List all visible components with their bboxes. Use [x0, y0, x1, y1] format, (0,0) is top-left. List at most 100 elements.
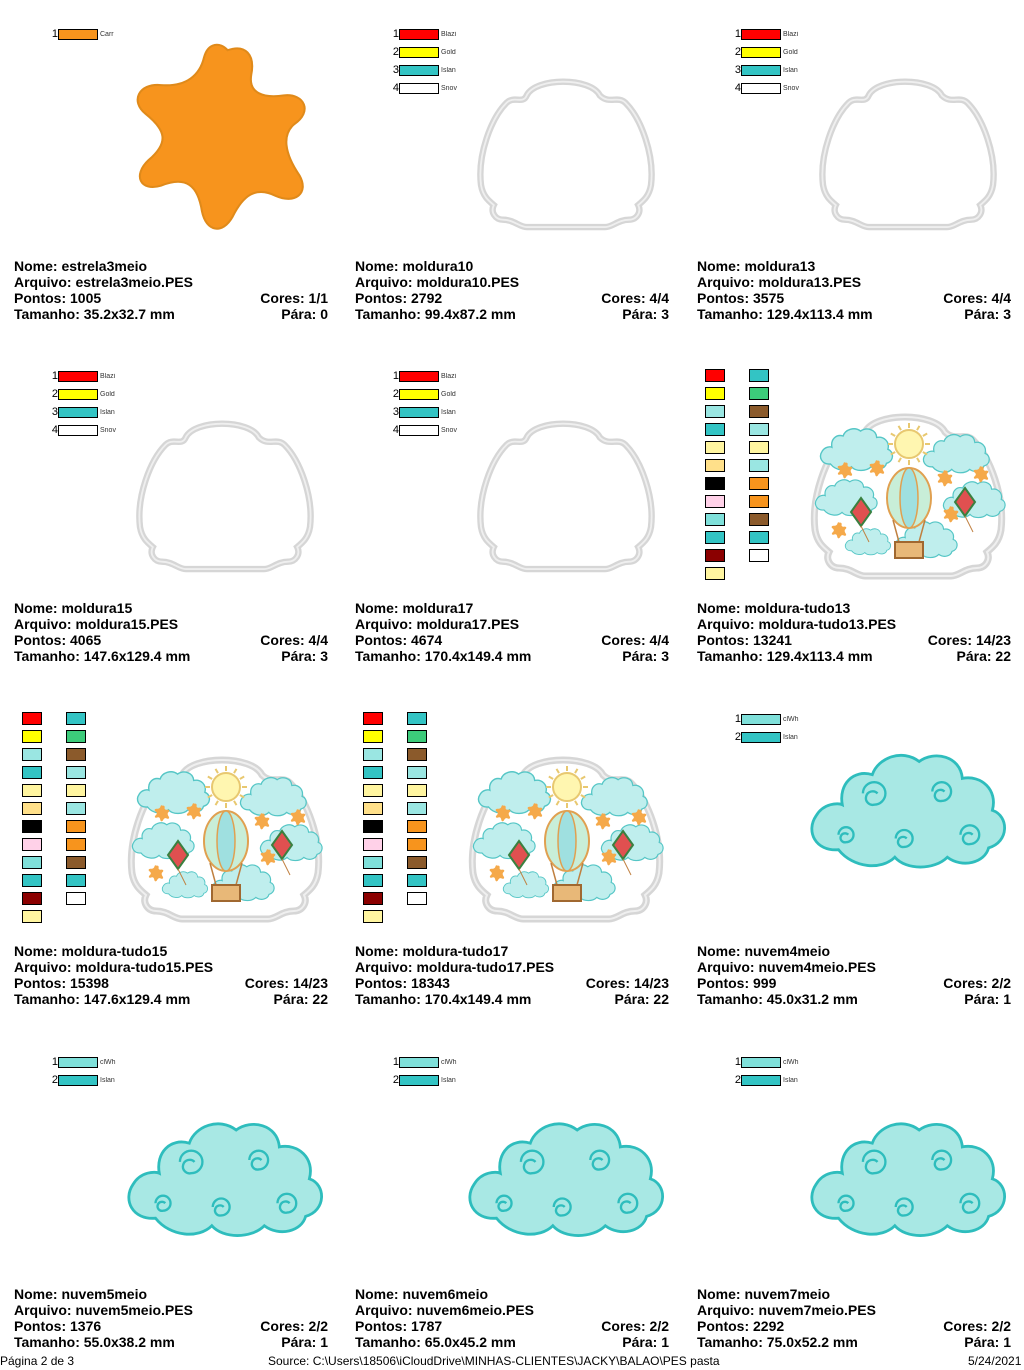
thread-color-swatch [705, 405, 725, 418]
design-size: Tamanho: 55.0x38.2 mm [14, 1334, 175, 1350]
thread-color-swatch [22, 838, 42, 851]
thread-number: 1 [392, 28, 399, 40]
thread-color-swatch [407, 748, 427, 761]
design-stitch-count: Pontos: 2292 [697, 1318, 785, 1334]
design-name-row: Nome: moldura-tudo15 [14, 943, 328, 959]
design-name-row: Nome: moldura10 [355, 258, 669, 274]
design-stops: Pára: 3 [622, 648, 669, 664]
design-file-row: Arquivo: nuvem5meio.PES [14, 1302, 328, 1318]
thread-color-swatch [705, 459, 725, 472]
thread-name: Islan [783, 733, 798, 741]
design-name-row: Nome: moldura13 [697, 258, 1011, 274]
thread-name: Islan [783, 1076, 798, 1084]
thread-color-swatch [407, 856, 427, 869]
design-file-row: Arquivo: nuvem4meio.PES [697, 959, 1011, 975]
embroidery-cloud-preview [810, 1122, 1006, 1237]
thread-color-swatch [407, 820, 427, 833]
design-card: 1 Blazi 2 Gold 3 Islan 4 Snov Nome: moldura15 Arq… [0, 342, 330, 682]
thread-name: Gold [441, 390, 456, 398]
thread-color-swatch [399, 370, 439, 382]
thread-color-row: 3 Islan [391, 406, 457, 418]
thread-color-row: 2 Gold [391, 388, 457, 400]
thread-color-swatch [399, 1074, 439, 1086]
design-size: Tamanho: 147.6x129.4 mm [14, 648, 191, 664]
design-size: Tamanho: 99.4x87.2 mm [355, 306, 516, 322]
thread-name: Carr [100, 30, 114, 38]
design-card: 1 Blazi 2 Gold 3 Islan 4 Snov Nome: moldura17 Arq… [341, 342, 671, 682]
design-name: Nome: moldura10 [355, 258, 474, 274]
design-color-count: Cores: 14/23 [585, 975, 669, 991]
thread-color-swatch [66, 856, 86, 869]
thread-color-swatch [22, 856, 42, 869]
design-points-row: Pontos: 4065 Cores: 4/4 [14, 632, 328, 648]
thread-color-swatch [22, 802, 42, 815]
thread-color-swatch [749, 477, 769, 490]
design-name-row: Nome: nuvem5meio [14, 1286, 328, 1302]
design-file: Arquivo: moldura-tudo13.PES [697, 616, 897, 632]
design-color-count: Cores: 4/4 [260, 632, 328, 648]
thread-color-row: 2 Gold [391, 46, 457, 58]
thread-color-swatch [705, 531, 725, 544]
thread-color-swatch [407, 892, 427, 905]
thread-color-row: 3 Islan [50, 406, 116, 418]
thread-color-swatch [749, 405, 769, 418]
thread-color-swatch [22, 820, 42, 833]
design-card: 1 clWh 2 Islan Nome: nuvem4meio Arquivo: nuve… [683, 685, 1013, 1025]
design-stitch-count: Pontos: 1787 [355, 1318, 443, 1334]
thread-color-swatch [363, 910, 383, 923]
footer-source: Source: C:\Users\18506\iCloudDrive\MINHA… [268, 1354, 720, 1368]
thread-color-swatch [407, 784, 427, 797]
design-color-count: Cores: 4/4 [601, 632, 669, 648]
thread-name: Gold [100, 390, 115, 398]
thread-name: Islan [441, 1076, 456, 1084]
design-size-row: Tamanho: 170.4x149.4 mm Pára: 22 [355, 991, 669, 1007]
embroidery-scene-preview [468, 756, 664, 923]
thread-color-swatch [58, 1056, 98, 1068]
design-file-row: Arquivo: moldura10.PES [355, 274, 669, 290]
thread-color-row: 1 clWh [733, 1056, 799, 1068]
design-card: 1 Blazi 2 Gold 3 Islan 4 Snov Nome: moldura13 Arq… [683, 0, 1013, 340]
design-info: Nome: nuvem4meio Arquivo: nuvem4meio.PES P… [697, 943, 1011, 1007]
thread-color-swatch [363, 874, 383, 887]
design-name-row: Nome: estrela3meio [14, 258, 328, 274]
thread-color-swatch [363, 892, 383, 905]
thread-number: 2 [734, 731, 741, 743]
design-size: Tamanho: 170.4x149.4 mm [355, 648, 532, 664]
thread-color-swatch [363, 784, 383, 797]
design-file-row: Arquivo: moldura-tudo17.PES [355, 959, 669, 975]
thread-color-swatch [22, 730, 42, 743]
embroidery-frame-preview [477, 420, 655, 573]
design-file: Arquivo: moldura-tudo17.PES [355, 959, 555, 975]
design-name: Nome: nuvem5meio [14, 1286, 148, 1302]
thread-color-swatch [705, 477, 725, 490]
thread-number: 4 [392, 82, 399, 94]
thread-color-row: 1 Blazi [50, 370, 116, 382]
design-stitch-count: Pontos: 4065 [14, 632, 102, 648]
thread-color-swatch [741, 64, 781, 76]
design-stops: Pára: 3 [281, 648, 328, 664]
design-stops: Pára: 1 [964, 1334, 1011, 1350]
thread-color-swatch [363, 856, 383, 869]
design-file-row: Arquivo: moldura17.PES [355, 616, 669, 632]
thread-number: 4 [734, 82, 741, 94]
thread-name: Gold [783, 48, 798, 56]
design-info: Nome: moldura10 Arquivo: moldura10.PES Pon… [355, 258, 669, 322]
design-file: Arquivo: nuvem7meio.PES [697, 1302, 876, 1318]
thread-color-swatch [363, 838, 383, 851]
design-name-row: Nome: moldura-tudo13 [697, 600, 1011, 616]
design-card: Nome: moldura-tudo15 Arquivo: moldura-tud… [0, 685, 330, 1025]
design-file: Arquivo: estrela3meio.PES [14, 274, 193, 290]
thread-color-swatch [749, 495, 769, 508]
thread-color-swatch [705, 423, 725, 436]
design-file: Arquivo: moldura17.PES [355, 616, 520, 632]
design-info: Nome: moldura15 Arquivo: moldura15.PES Pon… [14, 600, 328, 664]
design-size-row: Tamanho: 45.0x31.2 mm Pára: 1 [697, 991, 1011, 1007]
thread-number: 2 [734, 46, 741, 58]
thread-number: 3 [392, 406, 399, 418]
design-name: Nome: moldura-tudo17 [355, 943, 509, 959]
design-stitch-count: Pontos: 3575 [697, 290, 785, 306]
design-points-row: Pontos: 1787 Cores: 2/2 [355, 1318, 669, 1334]
thread-color-swatch [66, 730, 86, 743]
design-card: 1 Blazi 2 Gold 3 Islan 4 Snov Nome: moldura10 Arq… [341, 0, 671, 340]
thread-color-swatch [705, 549, 725, 562]
